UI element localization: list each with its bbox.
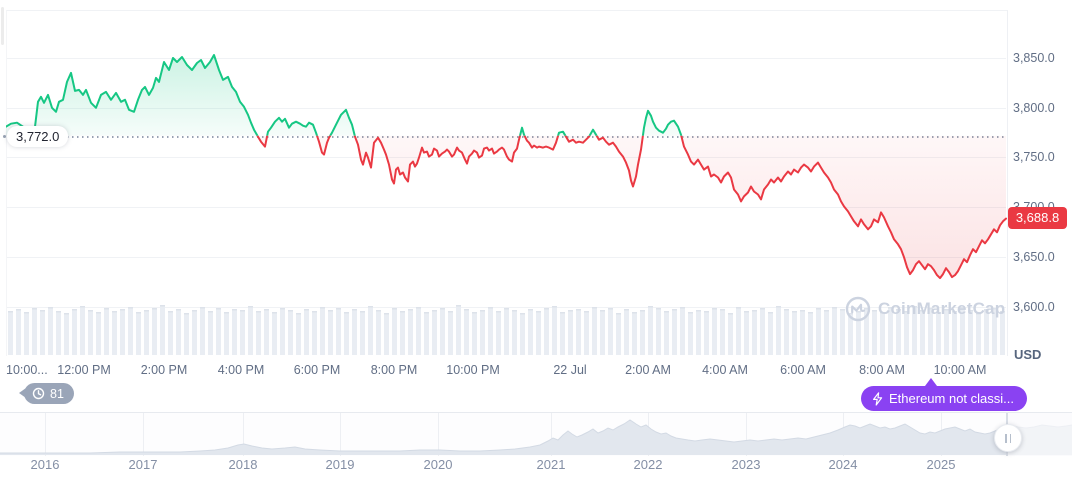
watermark: CoinMarketCap — [845, 296, 1005, 322]
baseline-tick-dot — [3, 135, 6, 138]
classification-badge[interactable]: Ethereum not classi... — [861, 386, 1027, 411]
current-price-badge: 3,688.8 — [1008, 207, 1067, 229]
x-axis-tick-label: 8:00 PM — [370, 363, 418, 377]
handle-grip-icon — [1005, 433, 1007, 443]
year-label: 2024 — [828, 457, 858, 472]
baseline-price-label: 3,772.0 — [7, 126, 69, 147]
year-gridline — [143, 413, 144, 456]
plot-frame — [6, 10, 1008, 356]
left-edge-scroll-fragment — [1, 7, 4, 45]
x-axis-tick-label: 4:00 PM — [217, 363, 265, 377]
year-gridline — [746, 413, 747, 456]
year-label: 2017 — [128, 457, 158, 472]
year-gridline — [551, 413, 552, 456]
year-gridline — [45, 413, 46, 456]
year-label: 2021 — [536, 457, 566, 472]
clock-history-icon — [32, 387, 45, 400]
x-axis-tick-label: 6:00 PM — [293, 363, 341, 377]
y-axis-tick-label: 3,850.0 — [1013, 51, 1055, 65]
y-axis-tick-label: 3,600.0 — [1013, 300, 1055, 314]
y-axis-tick-label: 3,800.0 — [1013, 101, 1055, 115]
lightning-bolt-icon — [873, 391, 883, 406]
year-label: 2018 — [228, 457, 258, 472]
year-label: 2022 — [633, 457, 663, 472]
year-label: 2016 — [30, 457, 60, 472]
y-axis-tick-label: 3,650.0 — [1013, 250, 1055, 264]
x-axis-tick-label: 2:00 AM — [625, 363, 671, 377]
x-axis-tick-label: 22 Jul — [553, 363, 587, 377]
classification-label: Ethereum not classi... — [889, 391, 1014, 406]
year-gridline — [438, 413, 439, 456]
gridline — [7, 257, 1006, 258]
brush-handle[interactable] — [994, 424, 1022, 452]
x-axis-tick-label: 2:00 PM — [140, 363, 188, 377]
year-label: 2023 — [731, 457, 761, 472]
x-axis-tick-label: 6:00 AM — [780, 363, 826, 377]
coinmarketcap-logo-icon — [845, 296, 871, 322]
y-axis-tick-label: 3,750.0 — [1013, 150, 1055, 164]
gridline — [7, 307, 1006, 308]
history-count-badge[interactable]: 81 — [19, 383, 74, 404]
currency-unit-label: USD — [1014, 347, 1042, 362]
gridline — [7, 58, 1006, 59]
x-axis-tick-label: 10:00... — [6, 363, 48, 377]
gridline — [7, 108, 1006, 109]
x-axis-tick-label: 10:00 AM — [933, 363, 987, 377]
history-count: 81 — [50, 386, 64, 401]
year-label: 2020 — [423, 457, 453, 472]
badge-tail — [19, 388, 26, 398]
year-gridline — [340, 413, 341, 456]
x-axis-tick-label: 12:00 PM — [57, 363, 111, 377]
year-label: 2025 — [926, 457, 956, 472]
year-label: 2019 — [325, 457, 355, 472]
year-gridline — [243, 413, 244, 456]
price-line-chart[interactable] — [6, 10, 1007, 355]
x-axis-tick-label: 4:00 AM — [702, 363, 748, 377]
navigator-area-chart — [0, 419, 1072, 455]
x-axis-tick-label: 10:00 PM — [446, 363, 500, 377]
gridline — [7, 207, 1006, 208]
x-axis-tick-label: 8:00 AM — [859, 363, 905, 377]
watermark-text: CoinMarketCap — [878, 299, 1006, 318]
classification-badge-pointer — [925, 378, 937, 386]
volume-bars-svg — [8, 305, 1005, 355]
handle-grip-icon — [1009, 433, 1011, 443]
timeline-navigator[interactable] — [0, 412, 1072, 456]
